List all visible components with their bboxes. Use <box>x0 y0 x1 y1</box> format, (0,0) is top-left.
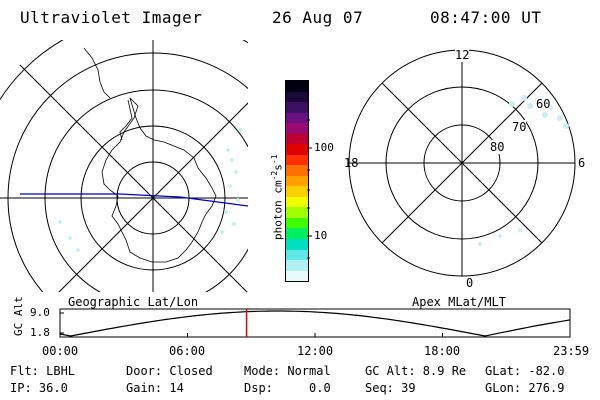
south-america-outline <box>83 47 111 99</box>
colorbar-segment <box>286 249 308 261</box>
altitude-xtick-4: 23:59 <box>553 344 590 358</box>
mlat-label-60: 60 <box>536 97 551 111</box>
colorbar-segment <box>286 217 308 229</box>
status-ip: IP: 36.0 <box>10 381 68 395</box>
colorbar-segment <box>286 123 308 134</box>
status-gc-alt: GC Alt: 8.9 Re <box>365 364 467 378</box>
colorbar-segment <box>286 133 308 145</box>
altitude-plot-frame <box>59 308 571 338</box>
colorbar-segment <box>286 196 308 208</box>
altitude-ytick-max: 9.0 <box>30 306 50 319</box>
date-label: 26 Aug 07 <box>272 8 364 27</box>
altitude-xtick-1: 06:00 <box>169 344 206 358</box>
colorbar-segment <box>286 102 308 113</box>
colorbar-segment <box>286 144 308 155</box>
colorbar-segment <box>286 165 308 176</box>
colorbar-segment <box>286 81 308 92</box>
altitude-xtick-2: 12:00 <box>297 344 334 358</box>
colorbar-segment <box>286 112 308 124</box>
instrument-title: Ultraviolet Imager <box>20 8 203 27</box>
status-glon: GLon: 276.9 <box>485 381 565 395</box>
antarctica-outline <box>101 97 217 263</box>
mlt-label-0: 0 <box>466 276 474 290</box>
altitude-ytick-min: 1.8 <box>30 326 50 339</box>
status-door: Door: Closed <box>126 364 213 378</box>
time-label: 08:47:00 UT <box>430 8 542 27</box>
ground-track <box>20 193 248 207</box>
mlt-label-18: 18 <box>344 156 359 170</box>
aurora-emission <box>58 128 242 252</box>
altitude-curve <box>59 310 571 337</box>
colorbar-segment <box>286 207 308 218</box>
colorbar-segment <box>286 154 308 166</box>
mlt-label-6: 6 <box>578 156 586 170</box>
status-mode: Mode: Normal <box>244 364 331 378</box>
colorbar-segment <box>286 238 308 250</box>
mlat-label-80: 80 <box>490 140 505 154</box>
colorbar-segment <box>286 270 308 282</box>
altitude-xtick-3: 18:00 <box>424 344 461 358</box>
status-gain: Gain: 14 <box>126 381 184 395</box>
peninsula-outline <box>119 99 133 141</box>
altitude-ylabel: GC Alt <box>12 296 25 336</box>
meridian-line-3 <box>19 64 248 292</box>
status-glat: GLat: -82.0 <box>485 364 565 378</box>
colorbar <box>285 80 309 282</box>
colorbar-segment <box>286 228 308 239</box>
colorbar-segment <box>286 175 308 187</box>
colorbar-segment <box>286 186 308 197</box>
colorbar-tick-10: 10 <box>314 229 328 242</box>
mlt-diag-2 <box>381 82 543 244</box>
colorbar-tick-100: 100 <box>314 141 334 154</box>
colorbar-segment <box>286 91 308 103</box>
status-dsp: Dsp: 0.0 <box>244 381 331 395</box>
status-seq: Seq: 39 <box>365 381 416 395</box>
right-panel-caption: Apex MLat/MLT <box>412 295 506 309</box>
colorbar-segment <box>286 260 308 271</box>
altitude-xtick-0: 00:00 <box>42 344 79 358</box>
status-filter: Flt: LBHL <box>10 364 76 378</box>
mlt-label-12: 12 <box>455 48 470 62</box>
mlat-label-70: 70 <box>512 120 527 134</box>
left-panel-caption: Geographic Lat/Lon <box>68 295 199 309</box>
